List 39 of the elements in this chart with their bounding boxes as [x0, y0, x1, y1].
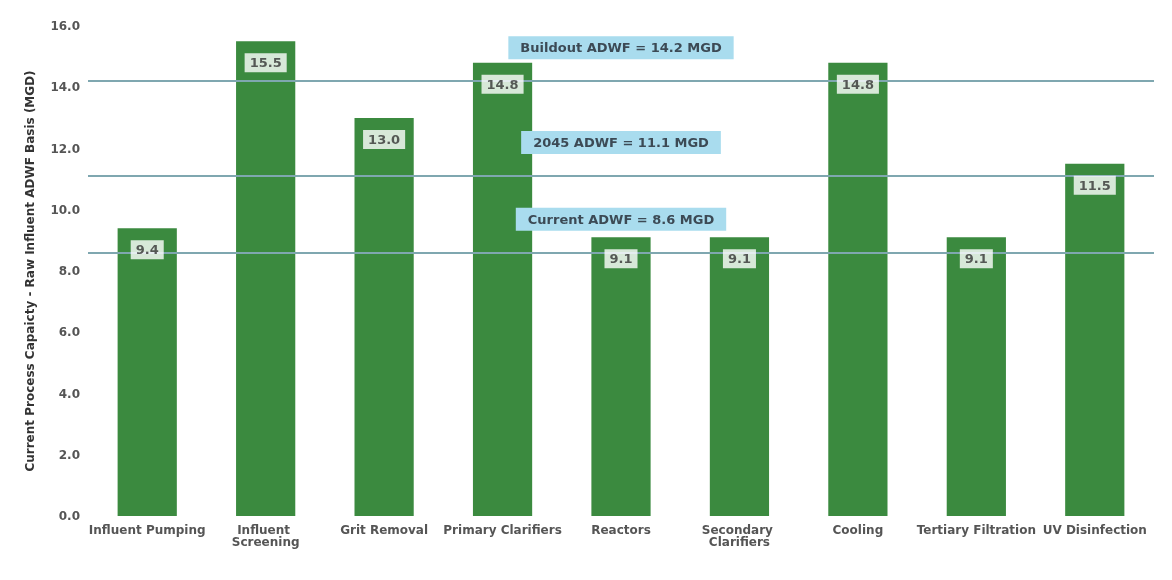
bar	[946, 237, 1006, 516]
y-tick-label: 16.0	[50, 19, 80, 33]
x-tick-label: Tertiary Filtration	[916, 523, 1036, 537]
y-tick-label: 10.0	[50, 202, 80, 217]
bar	[591, 237, 651, 516]
x-tick-label: Influent Screening	[231, 523, 300, 549]
data-label: 15.5	[249, 55, 282, 71]
bar	[1065, 163, 1125, 516]
y-tick-label: 0.0	[58, 509, 80, 523]
x-tick-label: UV Disinfection	[1042, 523, 1147, 537]
x-tick-label: Influent Pumping	[88, 523, 206, 537]
y-axis-title: Current Process Capaicty - Raw Influent ADWF Basis (MGD)	[23, 70, 37, 472]
bar	[354, 117, 414, 516]
ref-line-label: Current ADWF = 8.6 MGD	[527, 211, 715, 227]
data-label: 14.8	[486, 76, 519, 92]
y-tick-label: 14.0	[50, 80, 80, 95]
ref-line-label: 2045 ADWF = 11.1 MGD	[533, 135, 710, 151]
y-tick-label: 6.0	[58, 325, 80, 340]
data-label: 13.0	[368, 131, 401, 147]
ref-line-label: Buildout ADWF = 14.2 MGD	[520, 40, 722, 56]
x-tick-label: Cooling	[832, 523, 884, 537]
data-label: 11.5	[1078, 177, 1111, 193]
x-tick-label: Reactors	[591, 523, 651, 537]
x-tick-label: Primary Clarifiers	[443, 523, 562, 537]
bar	[236, 41, 296, 516]
data-label: 9.1	[964, 251, 988, 267]
data-label: 9.1	[609, 251, 633, 267]
y-tick-label: 4.0	[58, 386, 80, 401]
y-tick-label: 8.0	[58, 264, 80, 278]
data-label: 14.8	[841, 76, 874, 92]
y-tick-label: 12.0	[50, 141, 80, 156]
x-tick-label: Secondary Clarifiers	[701, 523, 778, 549]
y-tick-label: 2.0	[58, 447, 80, 462]
data-label: 9.1	[727, 251, 751, 267]
x-tick-label: Grit Removal	[340, 523, 429, 537]
bar	[828, 62, 888, 516]
bar	[709, 237, 770, 516]
data-label: 9.4	[135, 242, 159, 258]
bar	[117, 228, 177, 516]
